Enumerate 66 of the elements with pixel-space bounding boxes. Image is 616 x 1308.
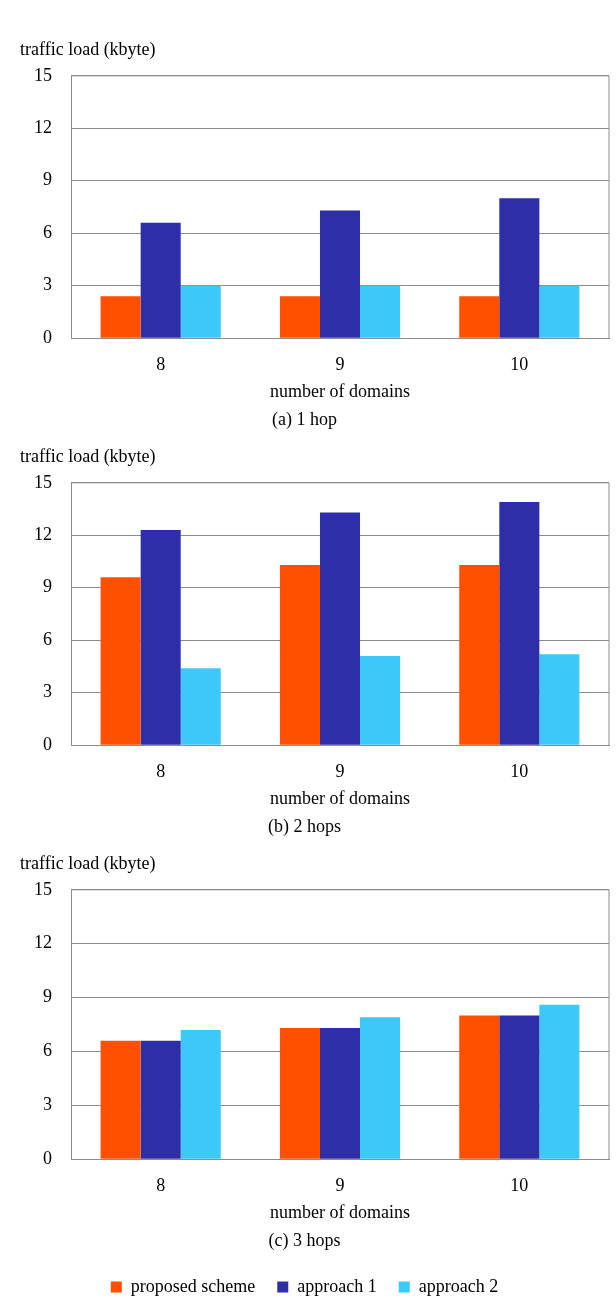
bar <box>360 285 401 338</box>
y-tick-label: 15 <box>34 64 52 85</box>
y-tick-label: 6 <box>43 221 52 242</box>
text: (a) 1 hop <box>272 408 337 430</box>
bar <box>100 296 141 338</box>
y-tick-label: 15 <box>34 878 52 899</box>
bar <box>499 1015 540 1159</box>
bar <box>499 502 540 745</box>
y-tick-label: 12 <box>34 932 52 953</box>
bar <box>180 285 221 338</box>
legend-label: approach 2 <box>418 1275 499 1296</box>
y-axis-title: traffic load (kbyte) <box>19 38 157 60</box>
legend-label: approach 1 <box>297 1275 377 1296</box>
y-tick-label: 0 <box>43 1147 52 1168</box>
x-axis-title: number of domains <box>270 381 410 402</box>
bar <box>140 222 181 338</box>
bar <box>360 655 401 745</box>
y-tick-label: 0 <box>43 733 52 754</box>
bar <box>459 565 500 745</box>
bar <box>140 530 181 745</box>
x-tick-label: 9 <box>335 760 345 781</box>
x-tick-label: 10 <box>510 760 529 781</box>
y-tick-label: 9 <box>43 169 52 190</box>
bar <box>360 1017 401 1159</box>
bar <box>180 1029 221 1159</box>
bar <box>459 1015 500 1159</box>
bar <box>279 1028 320 1159</box>
y-axis-title: traffic load (kbyte) <box>19 852 157 874</box>
bar <box>539 1004 580 1159</box>
legend-label: proposed scheme <box>130 1275 256 1296</box>
y-tick-label: 9 <box>43 576 52 597</box>
bar <box>100 577 141 745</box>
x-axis-title: number of domains <box>270 788 410 809</box>
bar <box>279 565 320 745</box>
text: (c) 3 hops <box>268 1229 341 1251</box>
y-tick-label: 12 <box>34 117 52 138</box>
x-tick-label: 9 <box>335 353 345 374</box>
y-tick-label: 3 <box>43 1094 52 1115</box>
bar <box>539 285 580 338</box>
y-tick-label: 3 <box>43 681 52 702</box>
x-axis-title: number of domains <box>270 1202 410 1223</box>
x-tick-label: 9 <box>335 1174 345 1195</box>
y-tick-label: 15 <box>34 471 52 492</box>
bar <box>319 210 361 338</box>
bar <box>459 296 500 338</box>
bar <box>180 668 221 745</box>
y-axis-title: traffic load (kbyte) <box>19 445 157 467</box>
y-tick-label: 6 <box>43 1040 52 1061</box>
y-tick-label: 12 <box>34 524 52 545</box>
bar <box>319 1028 361 1159</box>
x-tick-label: 10 <box>510 1174 529 1195</box>
y-tick-label: 9 <box>43 986 52 1007</box>
y-tick-label: 6 <box>43 628 52 649</box>
bar <box>499 198 540 338</box>
bar <box>539 654 580 745</box>
bar <box>279 296 320 338</box>
x-tick-label: 10 <box>510 353 529 374</box>
bar <box>140 1040 181 1159</box>
text: (b) 2 hops <box>268 815 341 837</box>
x-tick-label: 8 <box>156 1174 166 1195</box>
y-tick-label: 0 <box>43 326 52 347</box>
bar <box>319 512 361 745</box>
x-tick-label: 8 <box>156 353 166 374</box>
y-tick-label: 3 <box>43 274 52 295</box>
bar <box>100 1040 141 1159</box>
x-tick-label: 8 <box>156 760 166 781</box>
